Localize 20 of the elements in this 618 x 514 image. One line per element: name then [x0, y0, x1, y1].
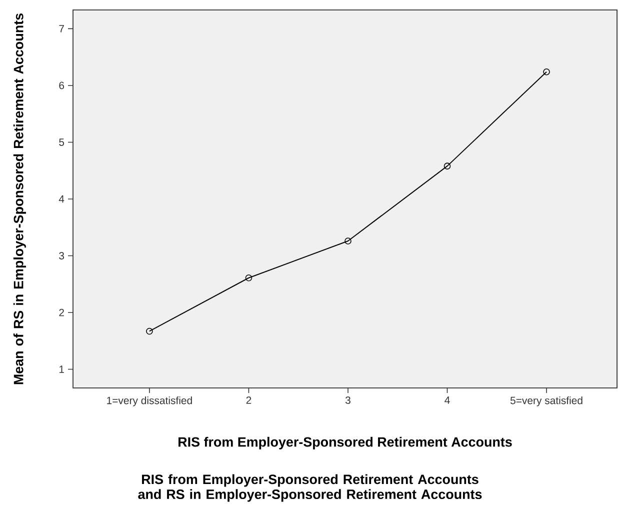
point [146, 328, 153, 335]
y-tick-label: 3 [59, 252, 64, 260]
x-tick-label: 3 [345, 396, 350, 404]
text: RIS from Employer-Sponsored Retirement Accounts and RS in Employer-Sponsored Retirement Accounts [138, 474, 482, 502]
y-tick-label: 4 [58, 195, 64, 203]
x-tick-label: 5=very satisfied [510, 396, 582, 406]
point [444, 162, 451, 170]
y-axis-title: Mean of RS in Employer-Sponsored Retirement Accounts [13, 13, 26, 384]
x-tick-label: 2 [246, 396, 252, 404]
point [344, 238, 352, 244]
point [543, 68, 550, 76]
y-tick-label: 7 [59, 25, 64, 32]
x-tick-label: 1=very dissatisfied [107, 396, 192, 406]
y-tick-label: 1 [59, 366, 64, 373]
y-tick-label: 5 [59, 138, 64, 146]
x-axis-title: RIS from Employer-Sponsored Retirement Accounts [178, 436, 512, 450]
y-tick-label: 2 [59, 308, 64, 316]
y-tick-label: 6 [59, 82, 64, 90]
point [245, 274, 252, 282]
x-tick-label: 4 [444, 396, 450, 404]
